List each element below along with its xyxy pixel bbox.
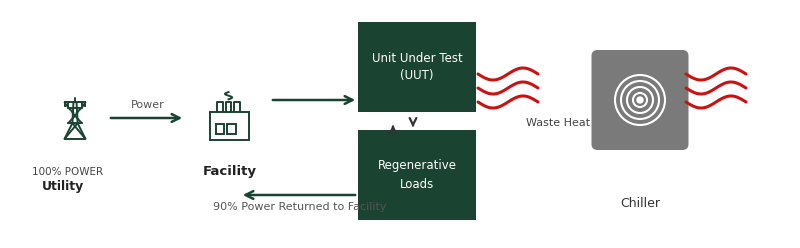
Bar: [358, 130, 476, 220]
Bar: [210, 112, 249, 140]
Text: Power: Power: [131, 100, 165, 110]
Text: 100% POWER: 100% POWER: [32, 167, 103, 177]
Circle shape: [635, 95, 645, 105]
Text: Facility: Facility: [203, 165, 257, 178]
Text: Waste Heat: Waste Heat: [526, 118, 590, 128]
Circle shape: [637, 97, 643, 103]
Text: Regenerative
Loads: Regenerative Loads: [378, 159, 457, 190]
Text: Utility: Utility: [42, 180, 84, 193]
Bar: [216, 124, 224, 134]
Text: Unit Under Test
(UUT): Unit Under Test (UUT): [372, 52, 462, 83]
Bar: [227, 124, 236, 134]
Bar: [358, 22, 476, 112]
Text: Chiller: Chiller: [620, 197, 660, 210]
FancyBboxPatch shape: [591, 50, 689, 150]
Text: 90% Power Returned to Facility: 90% Power Returned to Facility: [214, 202, 386, 212]
